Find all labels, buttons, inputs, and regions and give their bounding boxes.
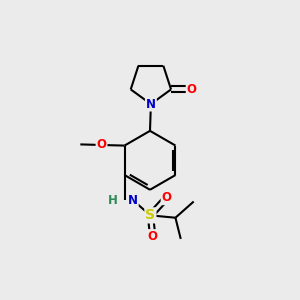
Text: N: N (128, 194, 138, 207)
Text: O: O (162, 191, 172, 204)
Text: H: H (108, 194, 118, 207)
Text: O: O (187, 83, 197, 96)
Text: N: N (146, 98, 156, 111)
Text: O: O (97, 139, 106, 152)
Text: S: S (146, 208, 155, 222)
Text: O: O (148, 230, 158, 243)
